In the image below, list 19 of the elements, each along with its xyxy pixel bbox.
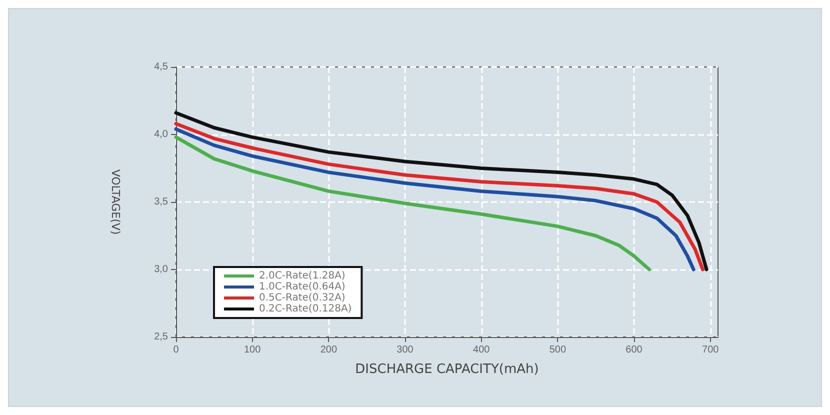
- x-tick-label: 700: [702, 344, 720, 356]
- x-tick-label: 300: [396, 344, 414, 356]
- y-tick-label: 3,0: [154, 264, 168, 275]
- x-axis-title: DISCHARGE CAPACITY(mAh): [355, 362, 539, 377]
- y-tick-label: 3,5: [154, 196, 168, 208]
- y-tick-label: 4,0: [154, 129, 168, 140]
- y-tick-label: 4,5: [154, 62, 168, 72]
- y-axis-title: VOLTAGE(V): [109, 169, 122, 235]
- legend-label: 0.5C-Rate(0.32A): [259, 292, 346, 304]
- x-tick-label: 600: [626, 344, 643, 356]
- x-tick-label: 200: [320, 344, 338, 356]
- legend-label: 0.2C-Rate(0.128A): [259, 304, 352, 314]
- y-tick-label: 2,5: [154, 332, 168, 342]
- x-tick-label: 400: [473, 344, 490, 356]
- x-tick-label: 100: [244, 344, 262, 356]
- legend-label: 2.0C-Rate(1.28A): [259, 270, 346, 282]
- x-tick-label: 0: [173, 344, 180, 356]
- legend-label: 1.0C-Rate(0.64A): [259, 282, 346, 292]
- x-tick-label: 500: [549, 344, 566, 356]
